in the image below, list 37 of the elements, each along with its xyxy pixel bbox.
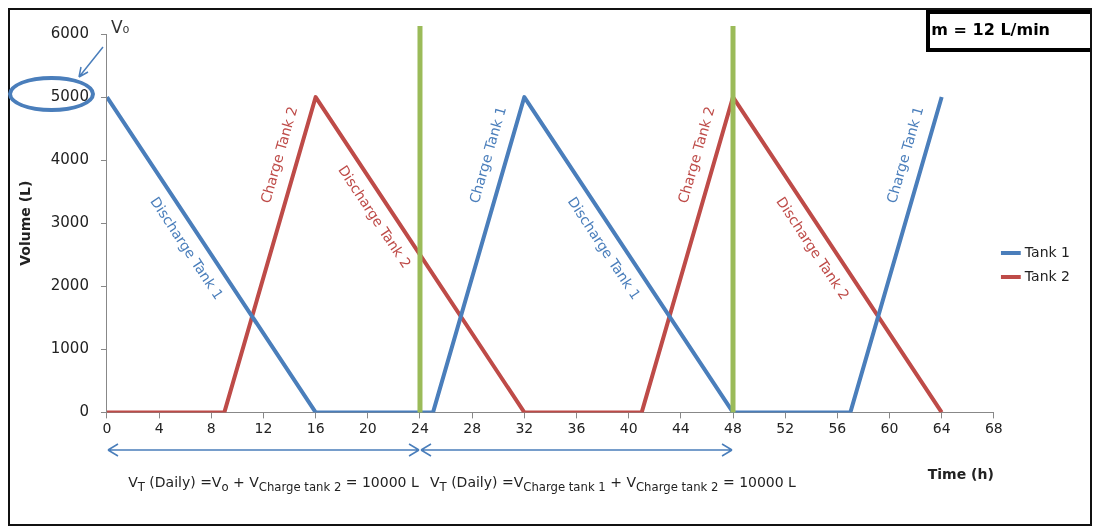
x-tick-label: 64 (932, 420, 951, 437)
annotation: V₀ (110, 17, 130, 38)
y-tick-label: 1000 (50, 339, 89, 358)
x-tick-label: 48 (724, 420, 742, 437)
x-tick-label: 12 (254, 420, 273, 437)
x-tick-label: 40 (619, 420, 638, 437)
y-tick-label: 0 (79, 402, 89, 421)
x-axis-title: Time (h) (927, 466, 994, 483)
y-tick-label: 5000 (50, 86, 89, 105)
x-tick-label: 28 (463, 420, 482, 437)
x-tick-label: 68 (984, 420, 1003, 437)
x-tick-label: 56 (828, 420, 847, 437)
x-tick-label: 24 (411, 420, 429, 437)
x-tick-label: 8 (206, 420, 216, 437)
y-tick-label: 6000 (50, 23, 89, 42)
y-axis-title: Volume (L) (17, 180, 34, 266)
text: V$_{T}$ (Daily) =V$_{Charge tank 1}$ + V$_{Charge tank 2}$ = 10000 L (429, 474, 796, 495)
text: V$_{T}$ (Daily) =V$_{o}$ + V$_{Charge tank 2}$ = 10000 L (127, 474, 420, 495)
y-tick-label: 2000 (50, 276, 89, 295)
annotation: Charge Tank 2 (257, 104, 301, 205)
x-tick-label: 20 (358, 420, 377, 437)
x-tick-label: 44 (671, 420, 690, 437)
x-tick-label: 4 (154, 420, 164, 437)
x-tick-label: 36 (567, 420, 586, 437)
legend-label: Tank 2 (1023, 267, 1070, 284)
annotation: Charge Tank 1 (465, 104, 510, 205)
y-tick-label: 3000 (50, 213, 89, 232)
legend-label: Tank 1 (1023, 243, 1070, 260)
x-tick-label: 32 (515, 420, 534, 437)
x-tick-label: 60 (880, 420, 899, 437)
y-tick-label: 4000 (50, 150, 89, 169)
annotation: Charge Tank 1 (883, 104, 927, 205)
x-tick-label: 16 (306, 420, 325, 437)
x-tick-label: 52 (776, 420, 795, 437)
annotation: m = 12 L/min (931, 20, 1050, 39)
x-tick-label: 0 (102, 420, 112, 437)
annotation: Charge Tank 2 (674, 104, 718, 205)
